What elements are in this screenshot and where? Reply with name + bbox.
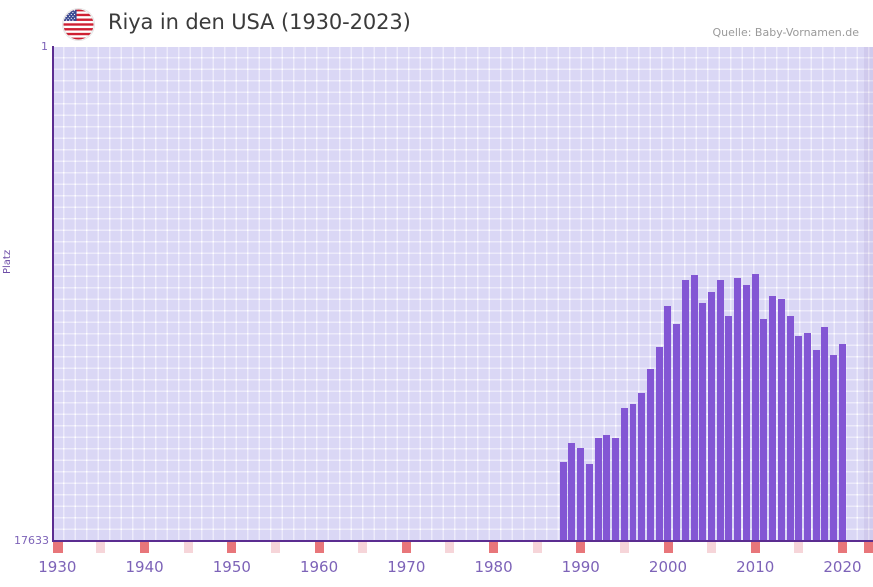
bar[interactable] bbox=[751, 273, 759, 541]
bar[interactable] bbox=[690, 275, 698, 541]
x-axis-tick-minor bbox=[96, 542, 106, 553]
bar[interactable] bbox=[664, 306, 672, 541]
bar[interactable] bbox=[603, 435, 611, 541]
bar[interactable] bbox=[803, 332, 811, 541]
bar[interactable] bbox=[734, 278, 742, 541]
x-axis-tick-label: 2000 bbox=[648, 558, 688, 576]
bar[interactable] bbox=[725, 315, 733, 541]
bar[interactable] bbox=[821, 327, 829, 541]
bar[interactable] bbox=[681, 279, 689, 541]
bar[interactable] bbox=[568, 442, 576, 541]
chart-title: Riya in den USA (1930-2023) bbox=[108, 10, 411, 34]
x-axis-tick-major bbox=[837, 542, 847, 553]
bar[interactable] bbox=[673, 324, 681, 541]
bar[interactable] bbox=[585, 464, 593, 541]
bar[interactable] bbox=[629, 404, 637, 541]
y-axis-tick-top: 1 bbox=[41, 40, 48, 53]
bar[interactable] bbox=[699, 303, 707, 541]
x-axis-tick-major bbox=[489, 542, 499, 553]
x-axis-tick-minor bbox=[358, 542, 368, 553]
incomplete-data-shade bbox=[864, 47, 873, 541]
source-attribution: Quelle: Baby-Vornamen.de bbox=[712, 26, 859, 39]
x-axis-tick-label: 1990 bbox=[561, 558, 600, 576]
x-axis-tick-minor bbox=[794, 542, 804, 553]
bar[interactable] bbox=[769, 296, 777, 541]
x-axis-tick-label: 1930 bbox=[38, 558, 77, 576]
bar[interactable] bbox=[577, 447, 585, 541]
plot-area bbox=[53, 47, 873, 541]
bar[interactable] bbox=[760, 318, 768, 541]
bar[interactable] bbox=[838, 343, 846, 541]
bar[interactable] bbox=[777, 299, 785, 541]
x-axis-tick-minor bbox=[532, 542, 542, 553]
x-axis-tick-major bbox=[401, 542, 411, 553]
x-axis-tick-major bbox=[227, 542, 237, 553]
bar[interactable] bbox=[786, 315, 794, 541]
bar[interactable] bbox=[708, 292, 715, 541]
y-axis-line bbox=[52, 46, 54, 542]
x-axis-tick-minor bbox=[183, 542, 193, 553]
x-axis-tick-label: 1980 bbox=[474, 558, 513, 576]
x-axis-tick-minor bbox=[707, 542, 717, 553]
y-axis-tick-bottom: 17633 bbox=[14, 534, 49, 547]
x-axis-tick-minor bbox=[270, 542, 280, 553]
y-axis-title: Platz bbox=[2, 249, 13, 274]
x-axis-tick-label: 1960 bbox=[299, 558, 339, 576]
chart-header: Riya in den USA (1930-2023) Quelle: Baby… bbox=[0, 0, 873, 47]
x-axis-tick-major bbox=[314, 542, 324, 553]
x-axis-tick-minor bbox=[445, 542, 455, 553]
bar[interactable] bbox=[795, 335, 803, 541]
x-axis-tick-label: 1950 bbox=[212, 558, 251, 576]
bar[interactable] bbox=[742, 285, 750, 541]
x-axis-tick-end bbox=[864, 542, 873, 553]
x-axis-tick-label: 2010 bbox=[736, 558, 775, 576]
x-axis-tick-label: 2020 bbox=[823, 558, 862, 576]
bar[interactable] bbox=[612, 438, 620, 541]
x-axis-tick-major bbox=[750, 542, 760, 553]
x-axis-tick-label: 1940 bbox=[125, 558, 164, 576]
bar[interactable] bbox=[646, 369, 654, 541]
x-axis-tick-major bbox=[663, 542, 673, 553]
x-axis-tick-start bbox=[54, 542, 63, 553]
bar[interactable] bbox=[620, 408, 628, 541]
x-axis-tick-minor bbox=[619, 542, 629, 553]
x-axis-line bbox=[52, 540, 873, 542]
bar[interactable] bbox=[812, 349, 820, 541]
bar[interactable] bbox=[830, 355, 838, 541]
x-axis-tick-label: 1970 bbox=[387, 558, 426, 576]
x-axis-tick-major bbox=[140, 542, 150, 553]
x-axis-tick-major bbox=[576, 542, 586, 553]
bar[interactable] bbox=[716, 280, 724, 541]
bar[interactable] bbox=[655, 346, 663, 541]
bar[interactable] bbox=[594, 437, 602, 541]
bar[interactable] bbox=[559, 462, 567, 541]
bar[interactable] bbox=[638, 393, 646, 541]
us-flag-icon bbox=[63, 9, 94, 40]
